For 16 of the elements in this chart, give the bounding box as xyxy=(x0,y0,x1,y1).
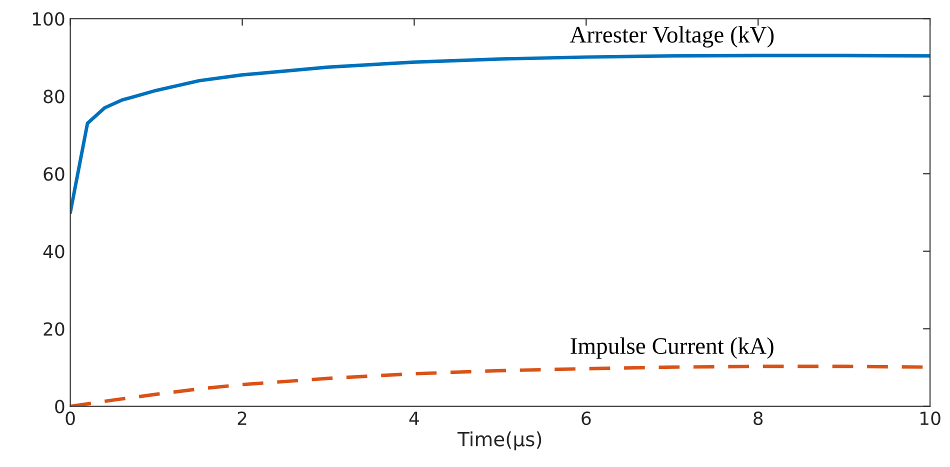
series-label: Arrester Voltage (kV) xyxy=(570,26,774,48)
x-tick-label: 10 xyxy=(920,411,940,426)
y-tick-label: 40 xyxy=(43,244,64,258)
x-tick-label: 0 xyxy=(66,411,75,426)
x-tick-label: 2 xyxy=(238,411,246,425)
y-tick-label: 0 xyxy=(55,400,64,414)
line-series xyxy=(70,54,930,214)
x-tick-label: 6 xyxy=(582,411,591,426)
y-tick-label: 20 xyxy=(44,322,64,336)
y-tick-label: 80 xyxy=(44,90,64,104)
y-tick-label: 60 xyxy=(44,167,64,181)
y-tick-label: 100 xyxy=(32,12,64,26)
series-label: Impulse Current (kA) xyxy=(570,337,774,359)
x-tick-label: 4 xyxy=(409,412,419,425)
x-tick-label: 8 xyxy=(754,411,763,426)
x-axis-title: Time(μs) xyxy=(457,431,542,450)
